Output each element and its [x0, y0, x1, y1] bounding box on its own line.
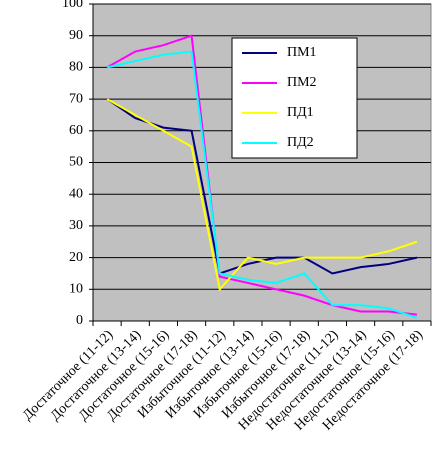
y-tick-label: 90: [69, 28, 83, 43]
legend-label: ПД2: [287, 135, 314, 150]
y-tick-label: 60: [69, 123, 83, 138]
series-line: [106, 50, 418, 319]
y-tick-label: 20: [69, 250, 83, 265]
y-tick-label: 50: [69, 155, 83, 170]
y-tick-label: 40: [69, 186, 83, 201]
legend-label: ПМ2: [287, 75, 317, 90]
y-tick-label: 30: [69, 218, 83, 233]
legend-box: [231, 37, 358, 159]
y-tick-label: 100: [62, 0, 83, 11]
series-line: [106, 98, 418, 292]
y-tick-label: 10: [69, 282, 83, 297]
legend-label: ПМ1: [287, 45, 317, 60]
series-line: [106, 34, 418, 316]
y-tick-label: 0: [76, 313, 83, 328]
y-tick-label: 70: [69, 91, 83, 106]
y-tick-label: 80: [69, 60, 83, 75]
legend-label: ПД1: [287, 105, 314, 120]
